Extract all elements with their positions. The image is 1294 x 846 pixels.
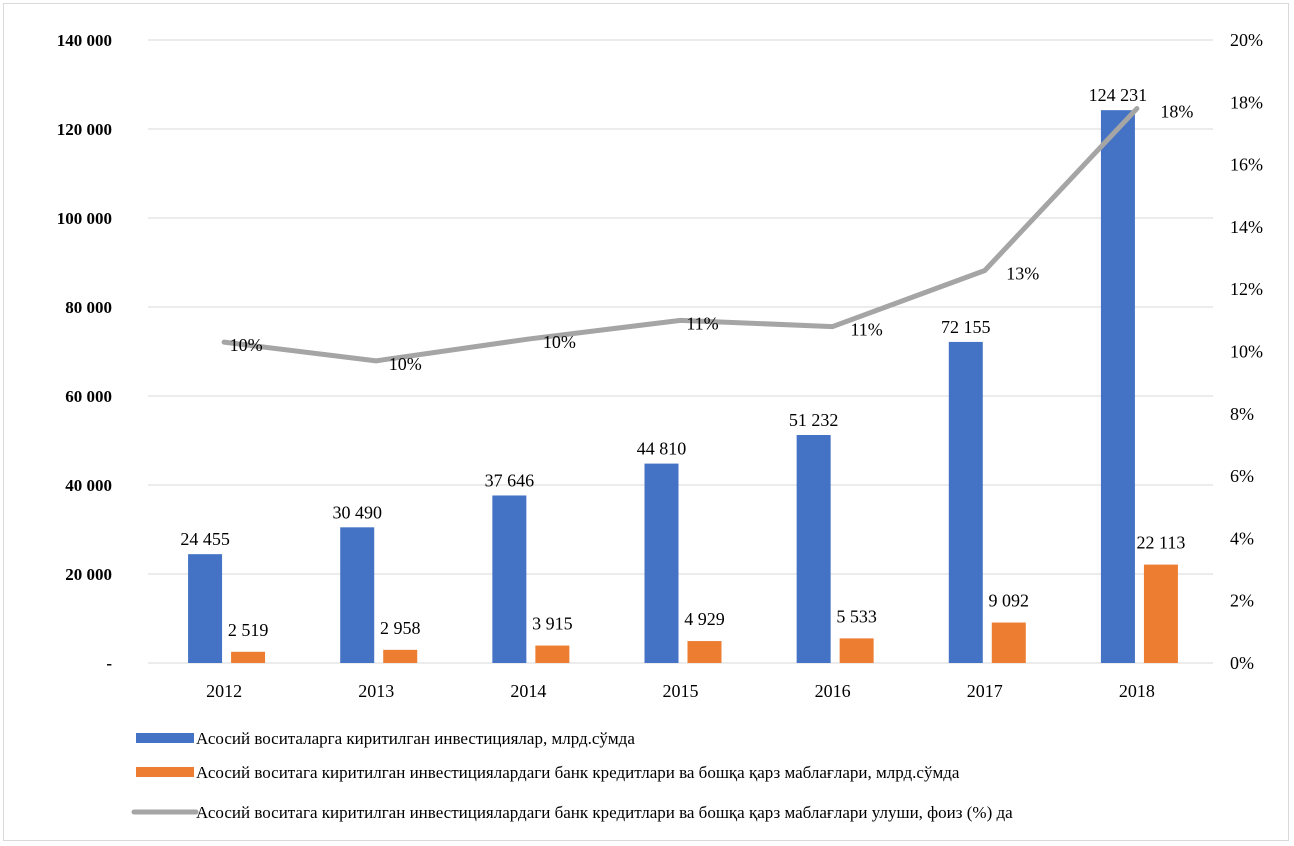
bar-credit (839, 638, 874, 663)
x-tick-label: 2016 (815, 681, 851, 701)
y-right-tick-label: 16% (1230, 155, 1263, 175)
legend-label: Асосий воситага киритилган инвестициялар… (196, 803, 1013, 822)
legend-label: Асосий воситага киритилган инвестициялар… (196, 763, 960, 782)
y-left-tick-label: 60 000 (65, 387, 112, 406)
line-credit-share-label: 18% (1160, 102, 1193, 122)
bar-credit-label: 2 519 (228, 620, 269, 640)
y-right-tick-label: 20% (1230, 30, 1263, 50)
y-left-tick-label: 80 000 (65, 298, 112, 317)
y-left-tick-label: 100 000 (57, 209, 112, 228)
line-credit-share-label: 10% (543, 332, 576, 352)
y-right-tick-label: 18% (1230, 92, 1263, 112)
bar-investment (948, 341, 983, 663)
y-left-tick-label: 140 000 (57, 31, 112, 50)
bar-credit (991, 622, 1026, 663)
bar-investment-label: 124 231 (1089, 85, 1148, 105)
y-right-tick-label: 8% (1230, 404, 1254, 424)
bar-credit-label: 9 092 (989, 591, 1030, 611)
bar-investment (492, 495, 527, 663)
x-tick-label: 2014 (510, 681, 546, 701)
bar-investment (644, 463, 679, 663)
line-credit-share-label: 11% (686, 313, 718, 333)
bar-investment-label: 37 646 (485, 470, 535, 490)
bar-credit-label: 2 958 (380, 618, 421, 638)
bar-credit (383, 649, 418, 663)
bar-investment-label: 24 455 (180, 529, 230, 549)
y-right-tick-label: 0% (1230, 653, 1254, 673)
bar-investment (188, 554, 223, 663)
bar-investment (1100, 110, 1135, 663)
line-credit-share-label: 10% (230, 335, 263, 355)
y-right-tick-label: 10% (1230, 342, 1263, 362)
x-tick-label: 2015 (663, 681, 699, 701)
bar-investment-label: 72 155 (941, 317, 991, 337)
bar-investment (340, 527, 375, 663)
y-right-tick-label: 4% (1230, 528, 1254, 548)
y-right-tick-label: 14% (1230, 217, 1263, 237)
y-left-tick-label: 20 000 (65, 565, 112, 584)
bar-credit-label: 5 533 (836, 606, 877, 626)
x-tick-label: 2012 (206, 681, 242, 701)
line-credit-share-label: 13% (1006, 264, 1039, 284)
bar-investment-label: 51 232 (789, 410, 839, 430)
legend-swatch (136, 767, 194, 777)
legend-label: Асосий воситаларга киритилган инвестиция… (196, 729, 635, 748)
bar-credit-label: 3 915 (532, 614, 573, 634)
x-tick-label: 2013 (358, 681, 394, 701)
bar-credit (1143, 564, 1178, 663)
y-right-tick-label: 12% (1230, 279, 1263, 299)
bar-credit (535, 645, 570, 663)
y-right-tick-label: 2% (1230, 591, 1254, 611)
bar-investment-label: 44 810 (637, 439, 687, 459)
line-credit-share-label: 11% (850, 320, 882, 340)
y-left-tick-label: - (106, 654, 112, 673)
line-credit-share-label: 10% (389, 354, 422, 374)
y-left-tick-label: 120 000 (57, 120, 112, 139)
bar-credit (231, 651, 266, 663)
chart-frame (3, 3, 1289, 841)
bar-credit (687, 641, 722, 663)
bar-investment (796, 435, 831, 663)
bar-investment-label: 30 490 (332, 502, 382, 522)
bar-credit-label: 4 929 (684, 609, 725, 629)
x-tick-label: 2018 (1119, 681, 1155, 701)
y-left-tick-label: 40 000 (65, 476, 112, 495)
y-right-tick-label: 6% (1230, 466, 1254, 486)
line-credit-share (221, 106, 1140, 364)
legend-swatch (136, 733, 194, 743)
x-tick-label: 2017 (967, 681, 1003, 701)
bar-credit-label: 22 113 (1137, 533, 1186, 553)
